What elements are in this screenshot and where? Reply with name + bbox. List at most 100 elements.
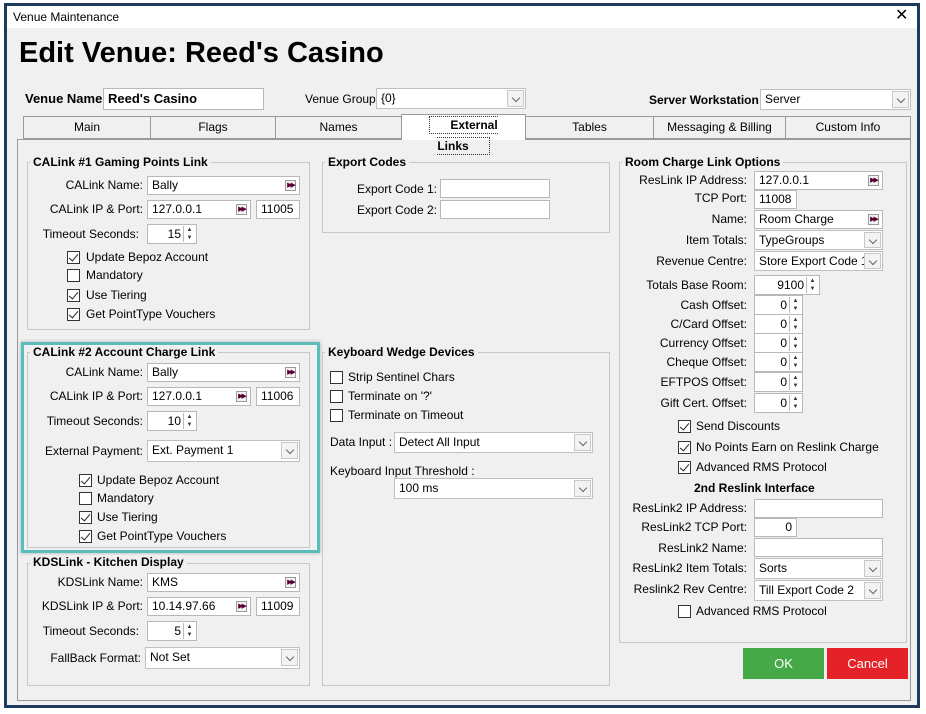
calink1-timeout-spinner[interactable]: 15 ▲ ▼ xyxy=(147,224,197,244)
calink1-checkbox-mandatory[interactable] xyxy=(67,269,80,282)
reslink2-name-input[interactable] xyxy=(754,538,883,557)
spinner-arrows-icon[interactable]: ▲ ▼ xyxy=(806,277,818,293)
server-workstation-select[interactable]: Server xyxy=(760,89,911,110)
threshold-select[interactable]: 100 ms xyxy=(394,478,593,499)
checkbox-label: Get PointType Vouchers xyxy=(97,529,227,543)
chevron-down-icon[interactable] xyxy=(864,253,881,269)
venue-group-value: {0} xyxy=(381,91,396,105)
spinner-arrows-icon[interactable]: ▲ ▼ xyxy=(789,335,801,351)
venue-group-select[interactable]: {0} xyxy=(376,88,526,109)
kds-title: KDSLink - Kitchen Display xyxy=(30,555,187,569)
reslink-ip-input[interactable]: 127.0.0.1 ▶▶ xyxy=(754,171,883,190)
calink1-checkbox-use-tiering[interactable] xyxy=(67,289,80,302)
spinner-arrows-icon[interactable]: ▲ ▼ xyxy=(789,395,801,411)
kw-checkbox-terminate-question[interactable] xyxy=(330,390,343,403)
chevron-down-icon[interactable] xyxy=(281,649,298,666)
cancel-button[interactable]: Cancel xyxy=(827,648,908,679)
fast-forward-icon[interactable]: ▶▶ xyxy=(285,180,296,191)
spinner-arrows-icon[interactable]: ▲ ▼ xyxy=(183,226,195,242)
kw-checkbox-terminate-timeout[interactable] xyxy=(330,409,343,422)
calink2-checkbox-pointtype-vouchers[interactable] xyxy=(79,530,92,543)
reslink2-port-input[interactable]: 0 xyxy=(754,518,797,537)
calink2-ext-payment-select[interactable]: Ext. Payment 1 xyxy=(147,440,300,462)
rc-checkbox-no-points[interactable] xyxy=(678,441,691,454)
fast-forward-icon[interactable]: ▶▶ xyxy=(236,391,247,402)
fast-forward-icon[interactable]: ▶▶ xyxy=(868,214,879,225)
ok-button[interactable]: OK xyxy=(743,648,824,679)
close-icon[interactable]: ✕ xyxy=(895,7,909,24)
base-room-spinner[interactable]: 9100 ▲ ▼ xyxy=(754,275,820,295)
cash-offset-spinner[interactable]: 0 ▲ ▼ xyxy=(754,295,803,315)
giftcert-offset-spinner[interactable]: 0 ▲ ▼ xyxy=(754,393,803,413)
tcp-port-input[interactable]: 11008 xyxy=(754,190,797,209)
rc-checkbox-advanced-rms[interactable] xyxy=(678,461,691,474)
spinner-arrows-icon[interactable]: ▲ ▼ xyxy=(789,354,801,370)
calink1-name-input[interactable]: Bally ▶▶ xyxy=(147,176,300,195)
fast-forward-icon[interactable]: ▶▶ xyxy=(236,601,247,612)
cheque-offset-spinner[interactable]: 0 ▲ ▼ xyxy=(754,352,803,372)
kw-checkbox-strip-sentinel[interactable] xyxy=(330,371,343,384)
fast-forward-icon[interactable]: ▶▶ xyxy=(285,577,296,588)
chevron-down-icon[interactable] xyxy=(574,434,591,451)
kds-ip-input[interactable]: 10.14.97.66 ▶▶ xyxy=(147,597,251,616)
reslink2-rev-centre-select[interactable]: Till Export Code 2 xyxy=(754,580,883,601)
rc-checkbox-advanced-rms-2[interactable] xyxy=(678,605,691,618)
spinner-arrows-icon[interactable]: ▲ ▼ xyxy=(789,297,801,313)
venue-group-label: Venue Group: xyxy=(305,92,380,106)
spinner-arrows-icon[interactable]: ▲ ▼ xyxy=(183,623,195,639)
kds-timeout-spinner[interactable]: 5 ▲ ▼ xyxy=(147,621,197,641)
chevron-down-icon[interactable] xyxy=(574,480,591,497)
chevron-down-icon[interactable] xyxy=(864,232,881,248)
fast-forward-icon[interactable]: ▶▶ xyxy=(868,175,879,186)
fast-forward-icon[interactable]: ▶▶ xyxy=(285,367,296,378)
tab-names[interactable]: Names xyxy=(275,116,402,139)
item-totals2-value: Sorts xyxy=(759,561,788,575)
data-input-select[interactable]: Detect All Input xyxy=(394,432,593,453)
tab-external-links[interactable]: External Links xyxy=(401,114,526,155)
chevron-down-icon[interactable] xyxy=(864,582,881,599)
chevron-down-icon[interactable] xyxy=(864,560,881,577)
calink2-port-input[interactable]: 11006 xyxy=(256,387,300,406)
calink1-ip-input[interactable]: 127.0.0.1 ▶▶ xyxy=(147,200,251,219)
calink2-title: CALink #2 Account Charge Link xyxy=(30,345,219,359)
calink2-timeout-spinner[interactable]: 10 ▲ ▼ xyxy=(147,411,197,431)
calink2-checkbox-use-tiering[interactable] xyxy=(79,511,92,524)
currency-offset-spinner[interactable]: 0 ▲ ▼ xyxy=(754,333,803,353)
calink2-checkbox-mandatory[interactable] xyxy=(79,492,92,505)
tab-tables[interactable]: Tables xyxy=(525,116,654,139)
calink2-ip-input[interactable]: 127.0.0.1 ▶▶ xyxy=(147,387,251,406)
spinner-arrows-icon[interactable]: ▲ ▼ xyxy=(183,413,195,429)
item-totals-select[interactable]: TypeGroups xyxy=(754,230,883,250)
kds-name-input[interactable]: KMS ▶▶ xyxy=(147,573,300,592)
eftpos-offset-spinner[interactable]: 0 ▲ ▼ xyxy=(754,372,803,392)
data-input-label: Data Input : xyxy=(330,435,393,449)
calink1-port-input[interactable]: 11005 xyxy=(256,200,300,219)
rc-checkbox-send-discounts[interactable] xyxy=(678,420,691,433)
tab-main[interactable]: Main xyxy=(23,116,151,139)
kds-fallback-select[interactable]: Not Set xyxy=(145,647,300,669)
reslink2-item-totals-select[interactable]: Sorts xyxy=(754,558,883,579)
item-totals-label: Item Totals: xyxy=(685,233,747,247)
spinner-arrows-icon[interactable]: ▲ ▼ xyxy=(789,374,801,390)
export-code2-input[interactable] xyxy=(440,200,550,219)
spinner-arrows-icon[interactable]: ▲ ▼ xyxy=(789,316,801,332)
calink1-checkbox-update-bepoz[interactable] xyxy=(67,251,80,264)
chevron-down-icon[interactable] xyxy=(892,91,909,108)
tab-messaging-billing[interactable]: Messaging & Billing xyxy=(653,116,786,139)
export-code1-input[interactable] xyxy=(440,179,550,198)
calink2-name-input[interactable]: Bally ▶▶ xyxy=(147,363,300,382)
reslink2-ip-input[interactable] xyxy=(754,499,883,518)
fast-forward-icon[interactable]: ▶▶ xyxy=(236,204,247,215)
chevron-down-icon[interactable] xyxy=(281,442,298,459)
revenue-centre-select[interactable]: Store Export Code 1 xyxy=(754,251,883,271)
venue-name-input[interactable]: Reed's Casino xyxy=(103,88,264,110)
rc-name-input[interactable]: Room Charge ▶▶ xyxy=(754,210,883,229)
chevron-down-icon[interactable] xyxy=(507,90,524,107)
ccard-offset-spinner[interactable]: 0 ▲ ▼ xyxy=(754,314,803,334)
tab-flags[interactable]: Flags xyxy=(150,116,276,139)
kds-port-input[interactable]: 11009 xyxy=(256,597,300,616)
tab-custom-info[interactable]: Custom Info xyxy=(785,116,911,139)
calink1-checkbox-pointtype-vouchers[interactable] xyxy=(67,308,80,321)
cheque-offset-label: Cheque Offset: xyxy=(666,355,748,369)
calink2-checkbox-update-bepoz[interactable] xyxy=(79,474,92,487)
